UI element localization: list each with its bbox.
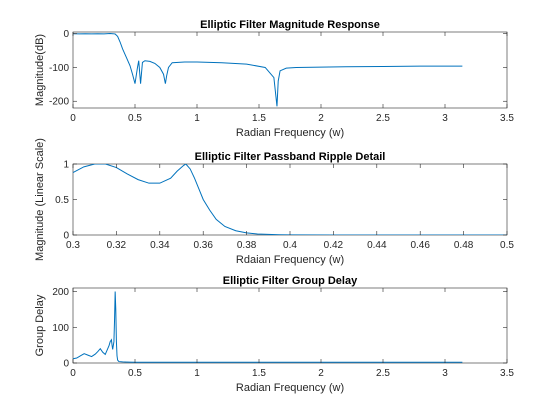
x-tick-label: 1.5 [252,113,266,124]
plot-area-2 [72,163,508,236]
x-tick-label: 0.3 [66,240,80,251]
x-tick-label: 2 [318,368,324,379]
x-tick-label: 0.42 [324,240,344,251]
x-tick-label: 0.34 [150,240,170,251]
x-tick-label: 0 [70,113,76,124]
plot-area-3 [72,287,508,364]
y-tick-label: 100 [52,323,69,334]
subplot-2: 0.3 0.32 0.34 0.36 0.38 0.4 0.42 0.44 0.46 0.48 0.… [34,138,514,266]
x-tick-label: 1 [194,368,200,379]
x-tick-label: 0.36 [193,240,213,251]
x-axis-label-3: Radian Frequency (w) [236,382,344,394]
y-tick-label: 0.5 [55,195,69,206]
series-line-3-1 [73,291,463,363]
x-tick-label: 0.46 [410,240,430,251]
y-tick-label: 200 [52,287,69,298]
x-axis-label-2: Rdaian Frequency (w) [236,254,344,266]
chart-title-3: Elliptic Filter Group Delay [223,275,358,287]
y-tick-label: -100 [49,63,69,74]
x-tick-label: 3 [442,368,448,379]
x-tick-label: 0.48 [454,240,474,251]
x-tick-label: 0.5 [128,368,142,379]
x-tick-label: 0.44 [367,240,387,251]
x-tick-label: 0.4 [283,240,297,251]
y-axis-label-3: Group Delay [34,294,46,356]
x-tick-label: 2.5 [376,368,390,379]
chart-title-1: Elliptic Filter Magnitude Response [200,19,380,31]
plot-area-1 [72,31,508,109]
x-tick-label: 0.32 [107,240,127,251]
y-tick-label: 1 [63,160,69,171]
subplot-3: 0 0.5 1 1.5 2 2.5 3 3.5 0 100 200 Elliptic Filter G… [34,275,514,394]
subplot-1: 0 0.5 1 1.5 2 2.5 3 3.5 0 -100 -200 Elliptic Filter… [34,19,514,139]
chart-title-2: Elliptic Filter Passband Ripple Detail [195,151,386,163]
x-tick-label: 0 [70,368,76,379]
x-tick-label: 2.5 [376,113,390,124]
x-tick-label: 3.5 [500,368,514,379]
x-tick-label: 1 [194,113,200,124]
y-tick-label: 0 [63,359,69,370]
x-tick-label: 0.5 [500,240,514,251]
x-tick-label: 2 [318,113,324,124]
y-axis-label-2: Magnitude (Linear Scale) [34,138,46,261]
x-tick-label: 0.38 [237,240,257,251]
y-tick-label: -200 [49,97,69,108]
y-tick-label: 0 [63,231,69,242]
x-tick-label: 3.5 [500,113,514,124]
y-axis-label-1: Magnitude(dB) [34,34,46,106]
x-tick-label: 0.5 [128,113,142,124]
series-line-1-1 [73,33,463,107]
x-axis-label-1: Radian Frequency (w) [236,127,344,139]
x-tick-label: 1.5 [252,368,266,379]
y-tick-label: 0 [63,29,69,40]
series-line-2-1 [73,164,507,235]
x-tick-label: 3 [442,113,448,124]
